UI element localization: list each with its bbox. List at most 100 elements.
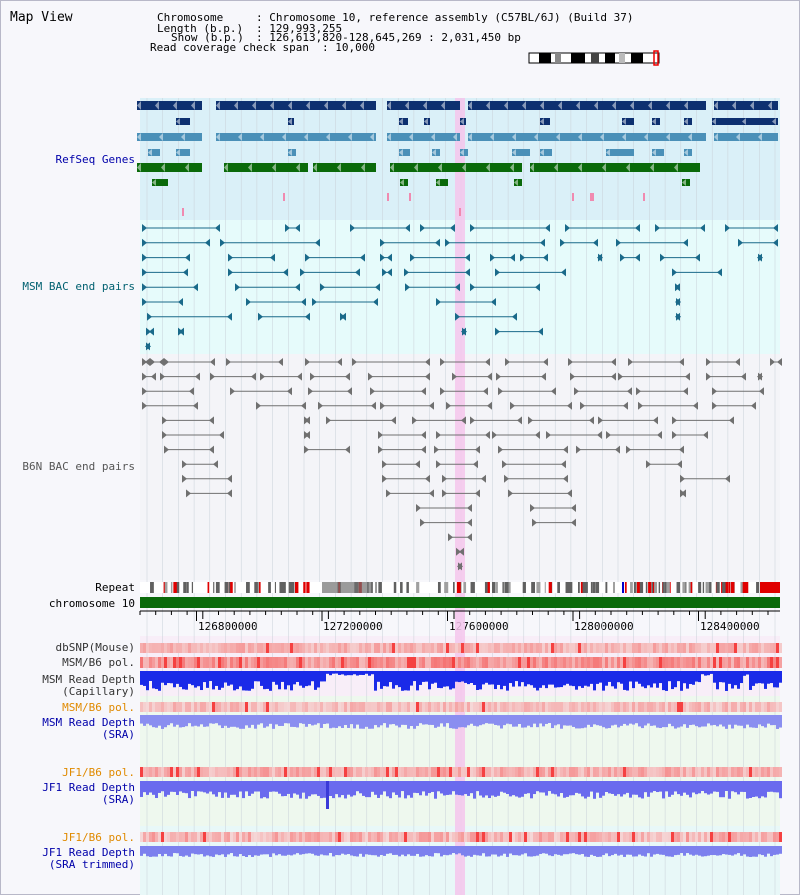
pol-heat-cell <box>524 767 527 777</box>
msm-bac-pair-end <box>405 224 410 232</box>
pol-heat-cell <box>452 702 455 712</box>
pol-heat-cell <box>623 643 626 653</box>
read-depth-bar <box>350 781 353 797</box>
read-depth-bar <box>182 715 185 728</box>
show-value: : 126,613,820-128,645,269 : 2,031,450 bp <box>256 31 521 44</box>
pol-heat-cell <box>518 657 521 668</box>
pol-heat-cell <box>479 767 482 777</box>
read-depth-bar <box>764 715 767 728</box>
pol-heat-cell <box>485 702 488 712</box>
pol-heat-cell <box>167 643 170 653</box>
msm-bac-pair-end <box>215 224 220 232</box>
pol-heat-cell <box>461 767 464 777</box>
b6n-bac-pair-end <box>142 372 147 381</box>
pol-heat-cell <box>410 643 413 653</box>
pol-heat-cell <box>614 832 617 842</box>
b6n-bac-pair-end <box>535 431 540 439</box>
msm-bac-pair-end <box>725 224 730 232</box>
gene-strand-arrow <box>714 101 718 110</box>
read-depth-bar <box>353 846 356 857</box>
pol-heat-cell <box>266 702 269 712</box>
read-depth-bar <box>467 846 470 856</box>
pol-heat-cell <box>680 657 683 668</box>
b6n-bac-pair-end <box>213 460 218 469</box>
pol-heat-cell <box>152 657 155 668</box>
pol-heat-cell <box>755 643 758 653</box>
pol-heat-cell <box>410 702 413 712</box>
pol-heat-cell <box>299 702 302 712</box>
pol-heat-cell <box>614 767 617 777</box>
pol-heat-cell <box>413 657 416 668</box>
pol-heat-cell <box>329 832 332 842</box>
gene-strand-arrow <box>768 101 772 110</box>
pol-heat-cell <box>155 643 158 653</box>
coverage-value: : 10,000 <box>322 41 375 54</box>
repeat-element <box>664 582 667 593</box>
read-depth-bar <box>212 715 215 724</box>
pol-heat-cell <box>164 643 167 653</box>
read-depth-bar <box>773 781 776 793</box>
read-depth-bar <box>143 846 146 854</box>
read-depth-bar <box>314 846 317 856</box>
read-depth-bar <box>191 781 194 792</box>
pol-heat-cell <box>356 767 359 777</box>
pol-heat-cell <box>479 657 482 668</box>
pol-heat-cell <box>329 657 332 668</box>
pol-heat-cell <box>512 643 515 653</box>
pol-heat-cell <box>746 767 749 777</box>
read-depth-bar <box>662 715 665 728</box>
read-depth-bar <box>512 715 515 727</box>
pol-heat-cell <box>710 657 713 668</box>
read-depth-bar <box>158 846 161 855</box>
read-depth-bar <box>677 781 680 795</box>
read-depth-bar <box>218 671 221 690</box>
read-depth-bar <box>146 671 149 691</box>
pol-heat-cell <box>248 657 251 668</box>
pol-heat-cell <box>266 767 269 777</box>
pol-heat-cell <box>362 657 365 668</box>
gene-strand-arrow <box>432 149 436 156</box>
b6n-bac-pair-end <box>679 358 684 366</box>
msm-bac-pair-end <box>465 268 470 277</box>
read-depth-bar <box>557 715 560 725</box>
pol-heat-cell <box>512 832 515 842</box>
pol-heat-cell <box>320 767 323 777</box>
read-depth-bar <box>320 671 323 682</box>
read-depth-bar <box>587 781 590 797</box>
read-depth-bar <box>758 781 761 799</box>
b6n-bac-pair-end <box>636 387 641 396</box>
pol-heat-cell <box>323 767 326 777</box>
pol-heat-cell <box>542 702 545 712</box>
pol-heat-cell <box>440 767 443 777</box>
pol-heat-cell <box>287 702 290 712</box>
read-depth-bar <box>488 715 491 724</box>
pol-heat-cell <box>383 643 386 653</box>
pol-heat-cell <box>161 702 164 712</box>
read-depth-bar <box>365 671 368 674</box>
track-label-repeat: Repeat <box>95 581 135 594</box>
pol-heat-cell <box>347 643 350 653</box>
b6n-bac-pair-end <box>485 431 490 439</box>
b6n-bac-pair-end <box>448 533 453 542</box>
pol-heat-cell <box>392 767 395 777</box>
pol-heat-cell <box>233 832 236 842</box>
read-depth-bar <box>737 846 740 854</box>
read-depth-bar <box>698 671 701 683</box>
msm-bac-pair-end <box>436 298 441 306</box>
pol-heat-cell <box>284 702 287 712</box>
pol-heat-cell <box>482 657 485 668</box>
pol-heat-cell <box>680 767 683 777</box>
pol-heat-cell <box>335 832 338 842</box>
read-depth-bar <box>458 715 461 728</box>
read-depth-bar <box>425 781 428 796</box>
read-depth-bar <box>500 671 503 690</box>
pol-heat-cell <box>692 702 695 712</box>
pol-heat-cell <box>698 643 701 653</box>
read-depth-bar <box>449 671 452 690</box>
pol-heat-cell <box>173 832 176 842</box>
msm-bac-pair-end <box>655 224 660 232</box>
chromosome-label: Chromosome <box>157 11 224 24</box>
pol-heat-cell <box>212 767 215 777</box>
read-depth-bar <box>701 781 704 792</box>
